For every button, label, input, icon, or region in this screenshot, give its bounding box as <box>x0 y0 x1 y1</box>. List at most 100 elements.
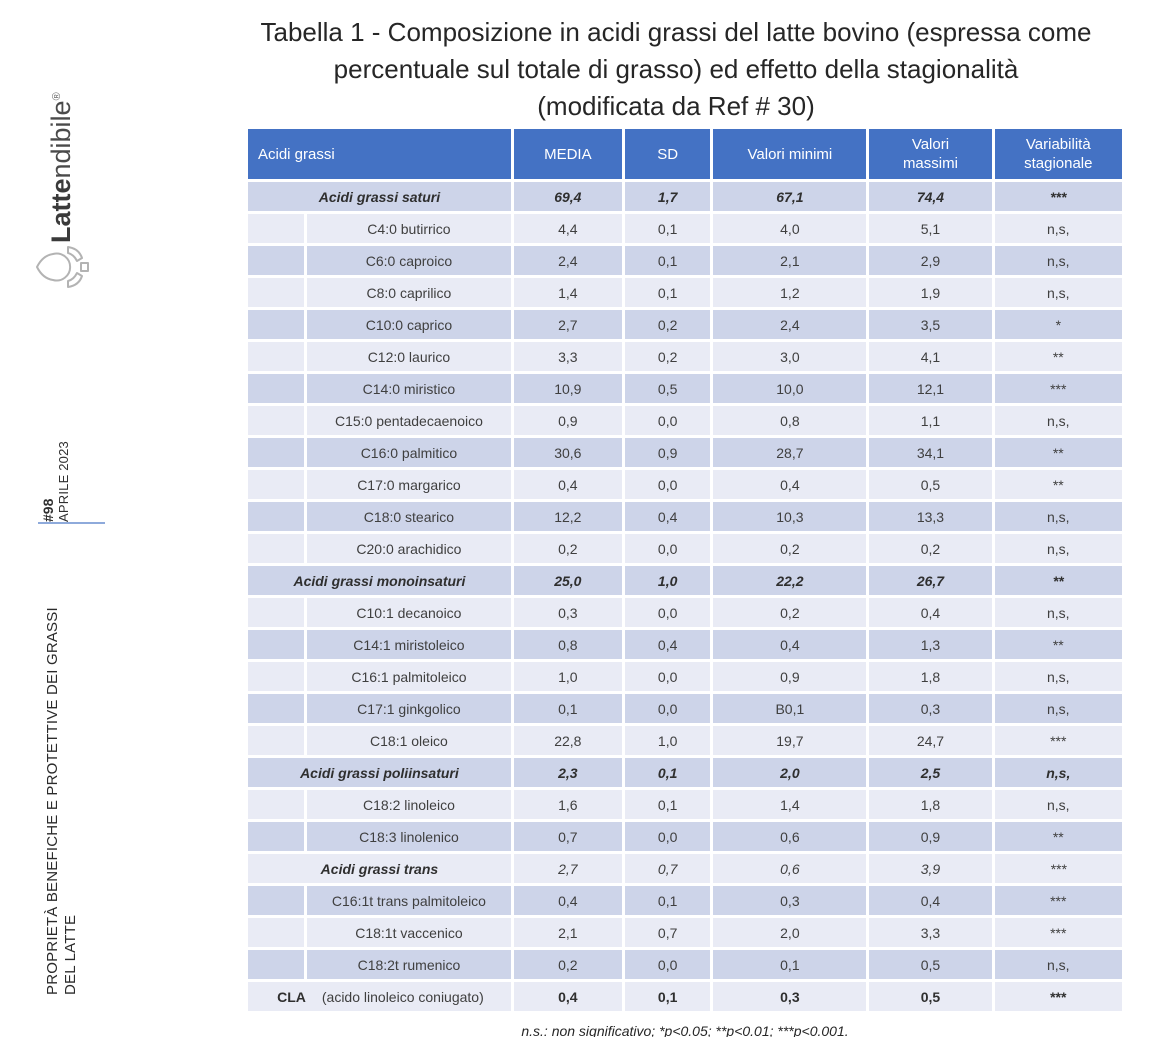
fatty-acid-group-name: Acidi grassi saturi <box>248 182 511 211</box>
sd-value: 1,7 <box>624 182 711 211</box>
title-line1: Tabella 1 - Composizione in acidi grassi… <box>260 17 1092 47</box>
row-indent-cell <box>248 246 305 275</box>
max-value: 12,1 <box>869 374 992 403</box>
seasonal-variability: *** <box>994 886 1122 915</box>
max-value: 26,7 <box>869 566 992 595</box>
seasonal-variability: ** <box>994 822 1122 851</box>
row-indent-cell <box>248 342 305 371</box>
table-row: C18:2 linoleico 1,6 0,1 1,4 1,8 n,s, <box>248 790 1122 819</box>
media-value: 69,4 <box>513 182 622 211</box>
col-header-variabilita-stagionale: Variabilità stagionale <box>994 129 1122 179</box>
min-value: 0,4 <box>713 470 867 499</box>
sd-value: 0,2 <box>624 342 711 371</box>
max-value: 1,8 <box>869 790 992 819</box>
col-header-media: MEDIA <box>513 129 622 179</box>
min-value: 67,1 <box>713 182 867 211</box>
table-row: C16:1 palmitoleico 1,0 0,0 0,9 1,8 n,s, <box>248 662 1122 691</box>
max-value: 5,1 <box>869 214 992 243</box>
max-value: 1,1 <box>869 406 992 435</box>
sd-value: 0,1 <box>624 982 711 1011</box>
media-value: 0,4 <box>513 886 622 915</box>
fatty-acid-name: C4:0 butirrico <box>307 214 511 243</box>
row-indent-cell <box>248 950 305 979</box>
sd-value: 0,0 <box>624 822 711 851</box>
sd-value: 0,0 <box>624 406 711 435</box>
min-value: 0,3 <box>713 982 867 1011</box>
min-value: 2,1 <box>713 246 867 275</box>
media-value: 2,4 <box>513 246 622 275</box>
sd-value: 0,1 <box>624 790 711 819</box>
significance-footnote: n.s.: non significativo; *p<0.05; **p<0.… <box>521 1023 849 1037</box>
min-value: 0,2 <box>713 598 867 627</box>
table-row: Acidi grassi poliinsaturi 2,3 0,1 2,0 2,5 n,s… <box>248 758 1122 787</box>
section-title-line2: DEL LATTE <box>62 914 79 995</box>
media-value: 4,4 <box>513 214 622 243</box>
media-value: 0,1 <box>513 694 622 723</box>
max-value: 0,4 <box>869 886 992 915</box>
seasonal-variability: * <box>994 310 1122 339</box>
fatty-acid-table: Acidi grassi MEDIA SD Valori minimi Valo… <box>245 126 1125 1014</box>
table-row: C18:3 linolenico 0,7 0,0 0,6 0,9 ** <box>248 822 1122 851</box>
max-value: 2,9 <box>869 246 992 275</box>
min-value: 1,2 <box>713 278 867 307</box>
row-indent-cell <box>248 534 305 563</box>
sd-value: 0,0 <box>624 534 711 563</box>
max-value: 24,7 <box>869 726 992 755</box>
seasonal-variability: ** <box>994 566 1122 595</box>
table-row: C18:0 stearico 12,2 0,4 10,3 13,3 n,s, <box>248 502 1122 531</box>
seasonal-variability: n,s, <box>994 950 1122 979</box>
sd-value: 0,4 <box>624 630 711 659</box>
fatty-acid-name: C17:1 ginkgolico <box>307 694 511 723</box>
max-value: 3,9 <box>869 854 992 883</box>
row-indent-cell <box>248 726 305 755</box>
row-indent-cell <box>248 214 305 243</box>
min-value: 2,4 <box>713 310 867 339</box>
table-title: Tabella 1 - Composizione in acidi grassi… <box>180 14 1172 125</box>
seasonal-variability: *** <box>994 374 1122 403</box>
issue-date: APRILE 2023 <box>56 441 71 522</box>
table-row: C18:1 oleico 22,8 1,0 19,7 24,7 *** <box>248 726 1122 755</box>
min-value: 22,2 <box>713 566 867 595</box>
table-row: C16:0 palmitico 30,6 0,9 28,7 34,1 ** <box>248 438 1122 467</box>
max-value: 1,9 <box>869 278 992 307</box>
sd-value: 0,0 <box>624 470 711 499</box>
max-value: 3,5 <box>869 310 992 339</box>
table-row: C16:1t trans palmitoleico 0,4 0,1 0,3 0,4 *** <box>248 886 1122 915</box>
media-value: 3,3 <box>513 342 622 371</box>
fatty-acid-name: C18:2 linoleico <box>307 790 511 819</box>
fatty-acid-name: C20:0 arachidico <box>307 534 511 563</box>
row-indent-cell <box>248 374 305 403</box>
table-row: Acidi grassi trans 2,7 0,7 0,6 3,9 *** <box>248 854 1122 883</box>
max-value: 74,4 <box>869 182 992 211</box>
min-value: 3,0 <box>713 342 867 371</box>
seasonal-variability: n,s, <box>994 598 1122 627</box>
media-value: 0,3 <box>513 598 622 627</box>
seasonal-variability: n,s, <box>994 406 1122 435</box>
sd-value: 1,0 <box>624 726 711 755</box>
max-value: 1,8 <box>869 662 992 691</box>
media-value: 2,7 <box>513 854 622 883</box>
max-value: 0,9 <box>869 822 992 851</box>
min-value: 19,7 <box>713 726 867 755</box>
sd-value: 0,1 <box>624 758 711 787</box>
issue-info: #98 APRILE 2023 <box>40 408 74 522</box>
max-value: 13,3 <box>869 502 992 531</box>
seasonal-variability: n,s, <box>994 758 1122 787</box>
sd-value: 0,4 <box>624 502 711 531</box>
sd-value: 0,1 <box>624 278 711 307</box>
max-value: 4,1 <box>869 342 992 371</box>
sd-value: 0,7 <box>624 854 711 883</box>
seasonal-variability: n,s, <box>994 278 1122 307</box>
media-value: 22,8 <box>513 726 622 755</box>
seasonal-variability: ** <box>994 342 1122 371</box>
title-line2: percentuale sul totale di grasso) ed eff… <box>333 54 1019 84</box>
media-value: 0,7 <box>513 822 622 851</box>
seasonal-variability: n,s, <box>994 214 1122 243</box>
row-indent-cell <box>248 790 305 819</box>
fatty-acid-name: C18:0 stearico <box>307 502 511 531</box>
fatty-acid-name: C16:0 palmitico <box>307 438 511 467</box>
table-row: C17:0 margarico 0,4 0,0 0,4 0,5 ** <box>248 470 1122 499</box>
row-indent-cell <box>248 886 305 915</box>
issue-number: #98 <box>40 498 56 522</box>
